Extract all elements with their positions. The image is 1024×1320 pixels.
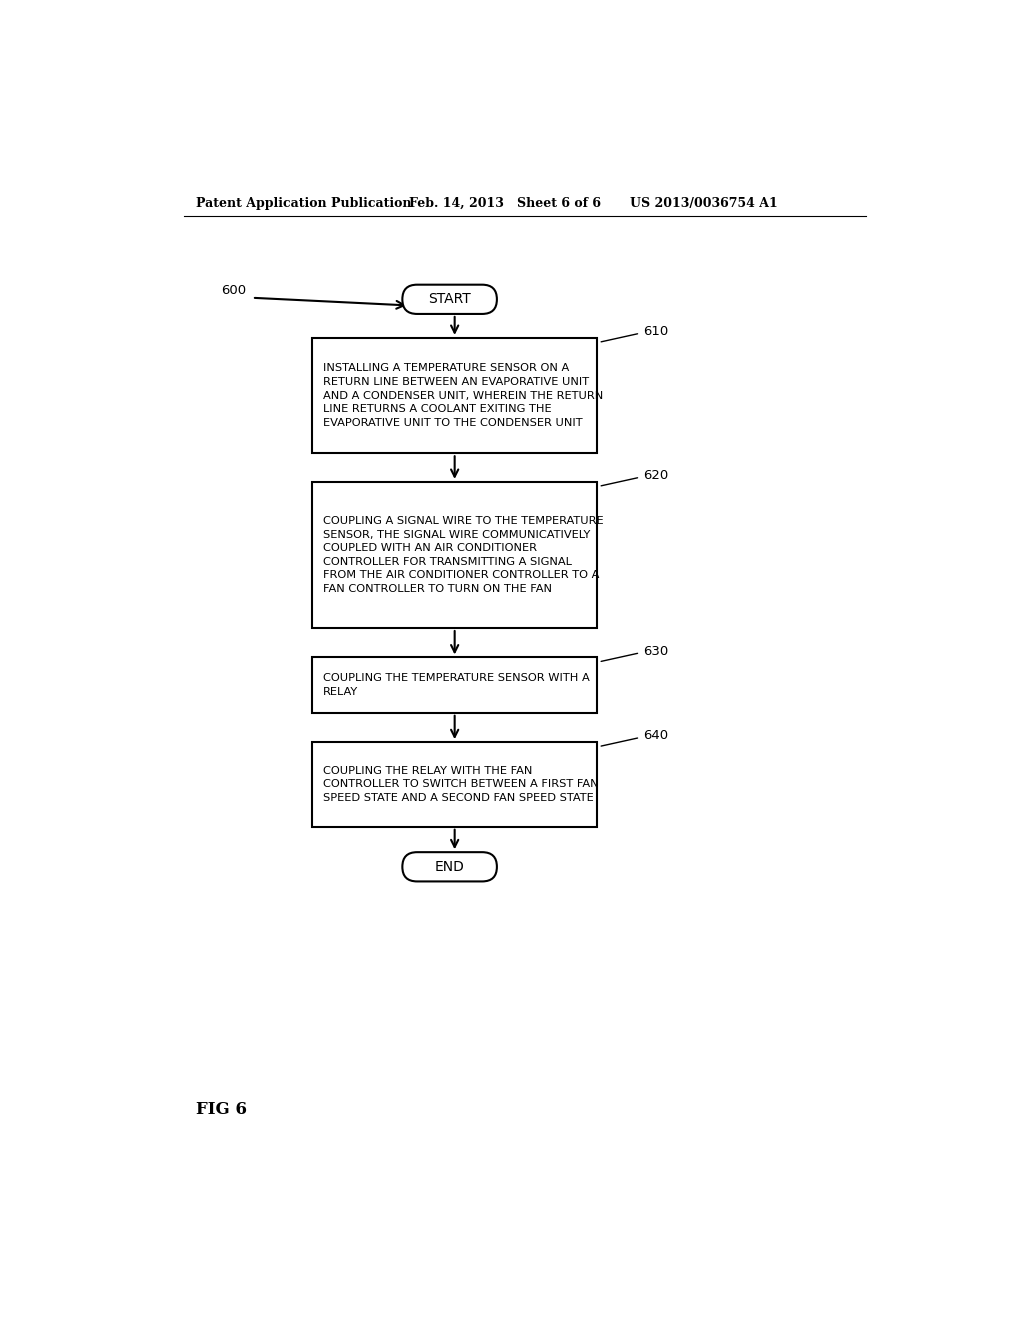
Text: INSTALLING A TEMPERATURE SENSOR ON A
RETURN LINE BETWEEN AN EVAPORATIVE UNIT
AND: INSTALLING A TEMPERATURE SENSOR ON A RET… — [324, 363, 603, 428]
Bar — [312, 482, 597, 628]
Text: COUPLING A SIGNAL WIRE TO THE TEMPERATURE
SENSOR, THE SIGNAL WIRE COMMUNICATIVEL: COUPLING A SIGNAL WIRE TO THE TEMPERATUR… — [324, 516, 604, 594]
Text: COUPLING THE RELAY WITH THE FAN
CONTROLLER TO SWITCH BETWEEN A FIRST FAN
SPEED S: COUPLING THE RELAY WITH THE FAN CONTROLL… — [324, 766, 599, 803]
FancyBboxPatch shape — [402, 285, 497, 314]
Bar — [312, 338, 597, 453]
Text: 600: 600 — [221, 284, 246, 297]
Bar — [312, 657, 597, 713]
Text: COUPLING THE TEMPERATURE SENSOR WITH A
RELAY: COUPLING THE TEMPERATURE SENSOR WITH A R… — [324, 673, 590, 697]
Text: FIG 6: FIG 6 — [197, 1101, 247, 1118]
Text: 640: 640 — [643, 730, 669, 742]
Bar — [312, 742, 597, 826]
Text: 630: 630 — [643, 644, 669, 657]
Text: 610: 610 — [643, 325, 669, 338]
Text: US 2013/0036754 A1: US 2013/0036754 A1 — [630, 197, 778, 210]
Text: Feb. 14, 2013   Sheet 6 of 6: Feb. 14, 2013 Sheet 6 of 6 — [409, 197, 600, 210]
Text: Patent Application Publication: Patent Application Publication — [197, 197, 412, 210]
Text: 620: 620 — [643, 469, 669, 482]
FancyBboxPatch shape — [402, 853, 497, 882]
Text: END: END — [434, 859, 465, 874]
Text: START: START — [428, 292, 471, 306]
